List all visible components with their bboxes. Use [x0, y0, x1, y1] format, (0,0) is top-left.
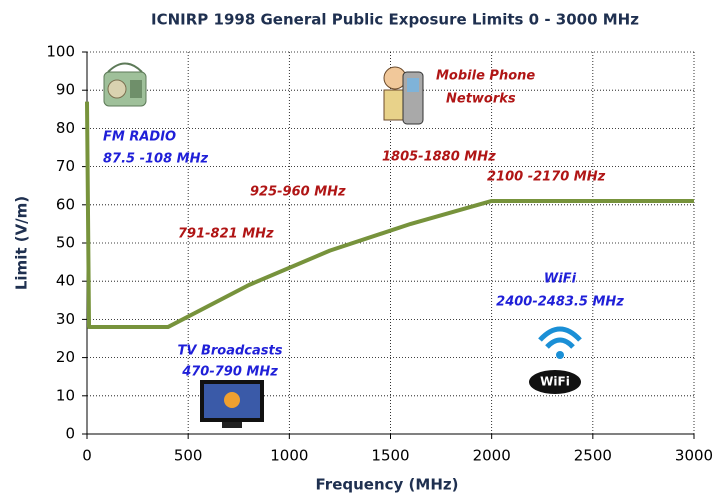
y-axis-title: Limit (V/m) — [13, 196, 31, 290]
y-tick-label: 0 — [65, 425, 75, 443]
x-tick-label: 1500 — [371, 447, 409, 465]
wifi-icon: WiFi — [529, 326, 582, 394]
x-axis-title: Frequency (MHz) — [316, 476, 459, 494]
annotation: 1805-1880 MHz — [382, 150, 496, 165]
radio-icon — [103, 62, 147, 107]
y-tick-label: 70 — [56, 157, 75, 175]
annotation: FM RADIO — [103, 130, 176, 145]
annotation: Networks — [446, 92, 516, 107]
data-line — [85, 101, 694, 330]
annotation: 791-821 MHz — [178, 227, 274, 242]
wifi-logo-text: WiFi — [540, 375, 570, 389]
x-tick-label: 500 — [174, 447, 203, 465]
tv-icon — [200, 380, 264, 428]
annotation: WiFi — [544, 272, 577, 287]
annotation: Mobile Phone — [436, 69, 535, 84]
y-tick-label: 80 — [56, 119, 75, 137]
phone-icon — [383, 66, 424, 125]
annotation: 2100 -2170 MHz — [487, 170, 606, 185]
y-tick-label: 20 — [56, 348, 75, 366]
annotation: 2400-2483.5 MHz — [496, 295, 624, 310]
y-tick-label: 30 — [56, 310, 75, 328]
y-tick-label: 100 — [46, 43, 75, 61]
annotation: 87.5 -108 MHz — [103, 152, 208, 167]
y-tick-label: 10 — [56, 386, 75, 404]
y-tick-label: 50 — [56, 234, 75, 252]
x-tick-label: 0 — [82, 447, 92, 465]
y-tick-label: 90 — [56, 81, 75, 99]
annotation: TV Broadcasts — [178, 344, 283, 359]
x-tick-label: 1000 — [270, 447, 308, 465]
annotation: 925-960 MHz — [250, 185, 346, 200]
x-tick-label: 2000 — [473, 447, 511, 465]
y-tick-label: 60 — [56, 195, 75, 213]
annotation: 470-790 MHz — [181, 365, 278, 380]
y-tick-label: 40 — [56, 272, 75, 290]
chart-title: ICNIRP 1998 General Public Exposure Limi… — [151, 11, 639, 29]
x-tick-label: 2500 — [574, 447, 612, 465]
x-tick-label: 3000 — [675, 447, 713, 465]
